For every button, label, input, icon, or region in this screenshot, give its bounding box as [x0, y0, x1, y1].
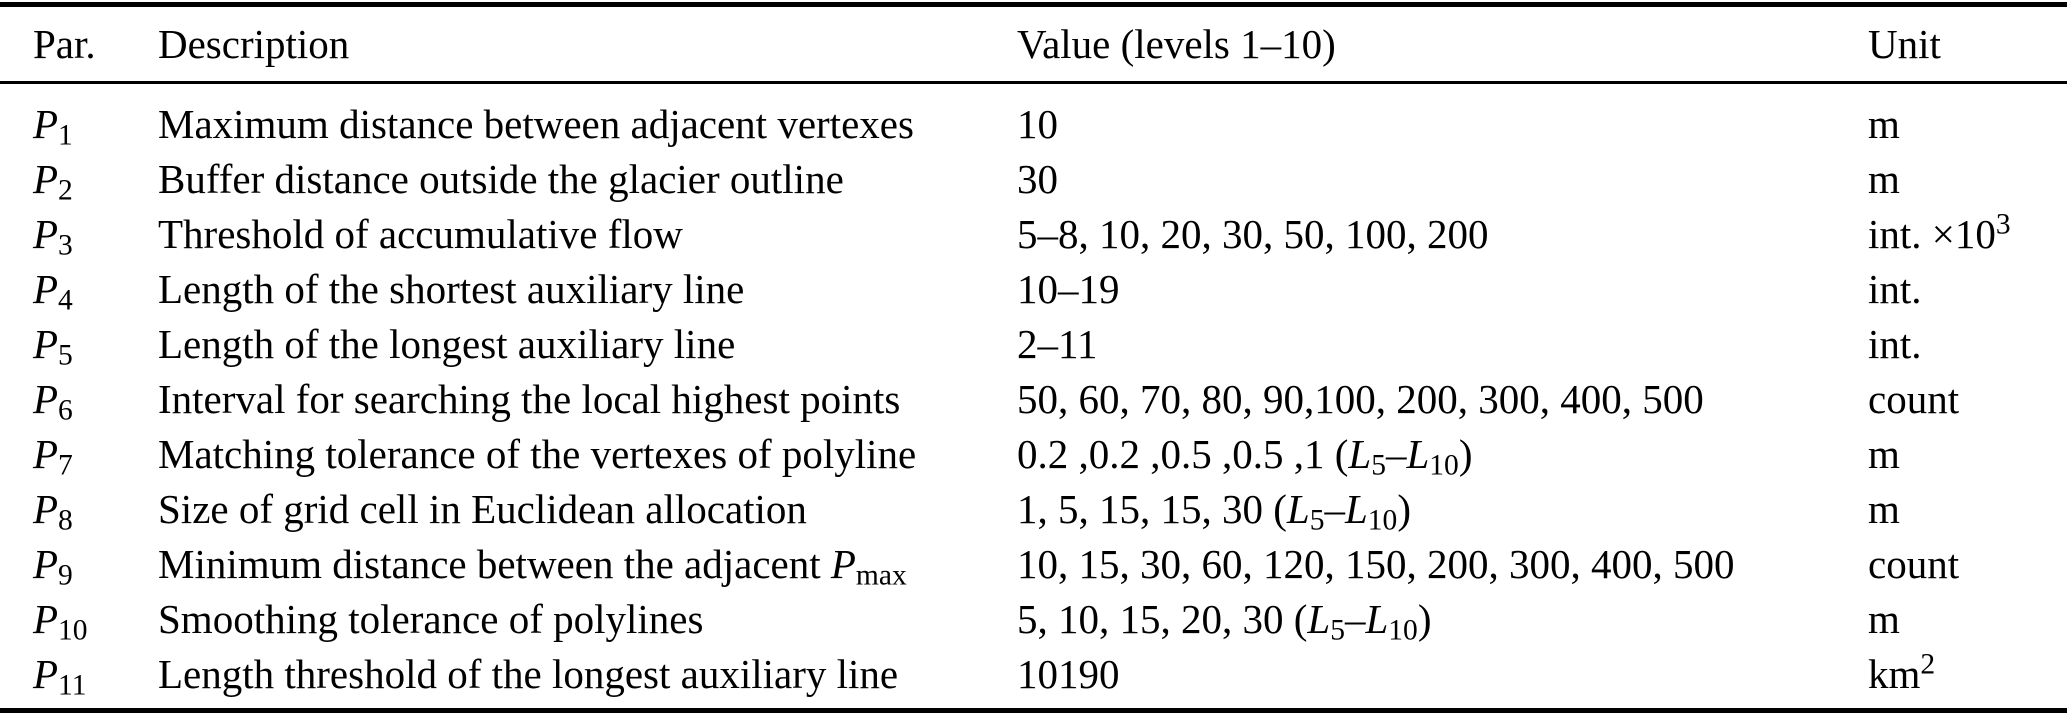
par-cell: P9	[33, 541, 73, 592]
par-cell: P10	[33, 596, 88, 647]
value-cell: 1, 5, 15, 15, 30 (L5–L10)	[1017, 486, 1411, 537]
value-cell: 5, 10, 15, 20, 30 (L5–L10)	[1017, 596, 1432, 647]
unit-cell: m	[1868, 596, 1900, 642]
par-cell: P11	[33, 651, 87, 702]
description-cell: Interval for searching the local highest…	[158, 376, 901, 422]
table-row: P3 Threshold of accumulative flow 5–8, 10,…	[0, 207, 2067, 262]
value-cell: 30	[1017, 156, 1058, 202]
header-description: Description	[158, 21, 350, 67]
table-row: P2 Buffer distance outside the glacier ou…	[0, 152, 2067, 207]
table-row: P9 Minimum distance between the adjacent …	[0, 537, 2067, 592]
par-cell: P5	[33, 321, 73, 372]
unit-cell: m	[1868, 486, 1900, 532]
description-cell: Buffer distance outside the glacier outl…	[158, 156, 844, 202]
value-cell: 10	[1017, 101, 1058, 147]
table-row: P6 Interval for searching the local highe…	[0, 372, 2067, 427]
description-cell: Length of the shortest auxiliary line	[158, 266, 745, 312]
header-value: Value (levels 1–10)	[1017, 21, 1336, 67]
description-cell: Size of grid cell in Euclidean allocatio…	[158, 486, 807, 532]
unit-cell: km2	[1868, 648, 1936, 697]
value-cell: 50, 60, 70, 80, 90,100, 200, 300, 400, 5…	[1017, 376, 1704, 422]
table-row: P8 Size of grid cell in Euclidean allocat…	[0, 482, 2067, 537]
par-cell: P2	[33, 156, 73, 207]
unit-cell: count	[1868, 376, 1960, 422]
value-cell: 10–19	[1017, 266, 1120, 312]
par-cell: P7	[33, 431, 73, 482]
value-cell: 0.2 ,0.2 ,0.5 ,0.5 ,1 (L5–L10)	[1017, 431, 1473, 482]
table-row: P1 Maximum distance between adjacent vert…	[0, 97, 2067, 152]
table-row: P5 Length of the longest auxiliary line 2–…	[0, 317, 2067, 372]
value-cell: 2–11	[1017, 321, 1098, 367]
table-header-rule	[0, 81, 2067, 84]
unit-cell: int.	[1868, 321, 1922, 367]
description-cell: Maximum distance between adjacent vertex…	[158, 101, 914, 147]
description-cell: Smoothing tolerance of polylines	[158, 596, 704, 642]
description-cell: Matching tolerance of the vertexes of po…	[158, 431, 917, 477]
unit-cell: m	[1868, 156, 1900, 202]
description-cell: Length threshold of the longest auxiliar…	[158, 651, 899, 697]
unit-cell: int.	[1868, 266, 1922, 312]
table-bottom-rule	[0, 708, 2067, 713]
table-row: P4 Length of the shortest auxiliary line 1…	[0, 262, 2067, 317]
table-row: P11 Length threshold of the longest auxil…	[0, 647, 2067, 702]
par-cell: P4	[33, 266, 73, 317]
unit-cell: count	[1868, 541, 1960, 587]
table-header-row: Par. Description Value (levels 1–10) Uni…	[0, 7, 2067, 81]
par-cell: P1	[33, 101, 73, 152]
table-top-rule	[0, 2, 2067, 7]
header-par: Par.	[33, 21, 96, 67]
unit-cell: m	[1868, 101, 1900, 147]
table-row: P10 Smoothing tolerance of polylines 5, 10…	[0, 592, 2067, 647]
value-cell: 5–8, 10, 20, 30, 50, 100, 200	[1017, 211, 1489, 257]
header-unit: Unit	[1868, 21, 1941, 67]
description-cell: Minimum distance between the adjacent Pm…	[158, 541, 907, 592]
description-cell: Length of the longest auxiliary line	[158, 321, 736, 367]
description-cell: Threshold of accumulative flow	[158, 211, 683, 257]
table-body: P1 Maximum distance between adjacent vert…	[0, 84, 2067, 708]
table-row: P7 Matching tolerance of the vertexes of …	[0, 427, 2067, 482]
unit-cell: int. ×103	[1868, 208, 2011, 257]
value-cell: 10190	[1017, 651, 1120, 697]
par-cell: P8	[33, 486, 73, 537]
unit-cell: m	[1868, 431, 1900, 477]
par-cell: P6	[33, 376, 73, 427]
par-cell: P3	[33, 211, 73, 262]
value-cell: 10, 15, 30, 60, 120, 150, 200, 300, 400,…	[1017, 541, 1735, 587]
